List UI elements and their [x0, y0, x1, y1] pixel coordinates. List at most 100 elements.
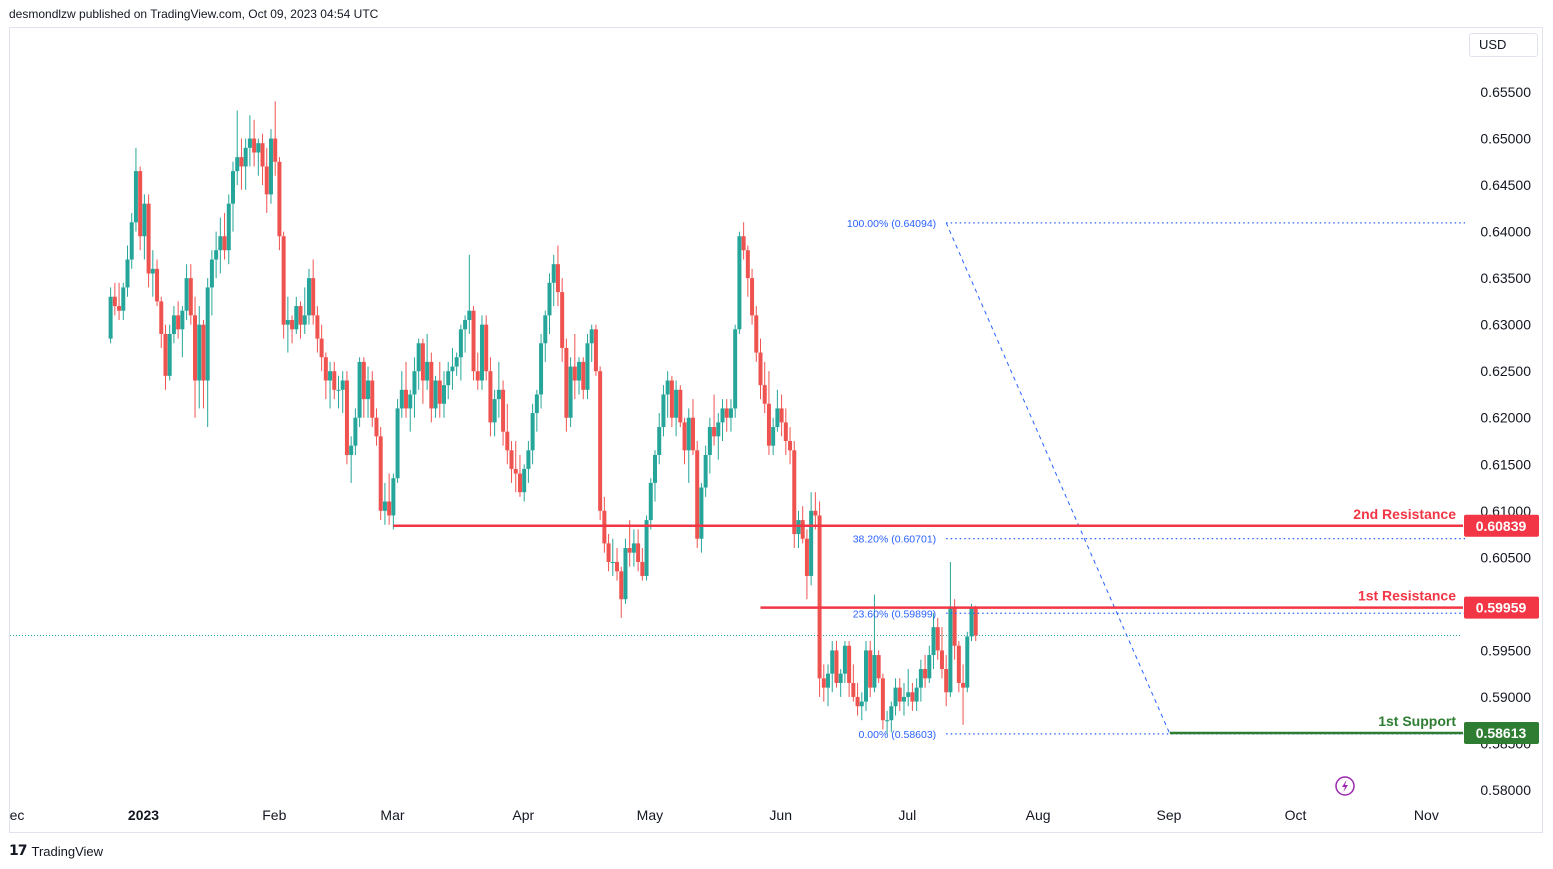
candle-body: [382, 501, 387, 511]
candle: [619, 566, 624, 618]
fib-level-label: 100.00% (0.64094): [847, 218, 936, 230]
candle: [695, 441, 700, 549]
candle-body: [298, 306, 303, 325]
candle: [690, 399, 695, 455]
candle: [382, 482, 387, 525]
candle: [332, 361, 337, 400]
fib-trend-line[interactable]: [945, 222, 1171, 735]
candle: [923, 655, 928, 688]
candle: [758, 338, 763, 400]
candle: [864, 641, 868, 711]
candle: [467, 254, 472, 334]
y-tick-label: 0.65000: [1480, 131, 1531, 147]
candle-body: [792, 450, 797, 535]
support-resistance-levels[interactable]: 2nd Resistance 0.60839 1st Resistance 0.599…: [393, 506, 1539, 744]
candle: [437, 361, 442, 418]
candle: [783, 408, 788, 455]
candle: [826, 664, 831, 707]
candle: [159, 296, 164, 348]
candle: [235, 110, 240, 186]
candle: [555, 245, 560, 307]
candle: [252, 119, 257, 167]
chart-overlays: [1335, 776, 1355, 796]
candle: [648, 478, 653, 530]
candle-body: [728, 408, 733, 418]
candle-body: [150, 268, 155, 274]
candle: [965, 631, 970, 693]
candle-body: [517, 473, 522, 493]
candle-body: [239, 157, 244, 167]
candle-body: [965, 636, 970, 688]
candle: [741, 222, 746, 260]
candle: [344, 371, 349, 465]
candle: [914, 678, 919, 711]
candle-body: [661, 394, 666, 428]
level-1st-support[interactable]: 1st Support 0.58613: [1169, 713, 1539, 744]
candle: [750, 268, 755, 325]
candle-body: [745, 250, 750, 279]
lightning-icon[interactable]: [1335, 776, 1355, 796]
fibonacci-retracement[interactable]: 100.00% (0.64094) 38.20% (0.60701) 23.60% …: [847, 218, 1465, 741]
candle-body: [125, 259, 130, 288]
candle: [838, 669, 843, 697]
candle-body: [598, 371, 603, 511]
candle: [906, 669, 911, 707]
candle: [404, 361, 409, 418]
candle-body: [712, 427, 717, 437]
candle: [948, 561, 953, 697]
candle-body: [488, 371, 493, 423]
candle-body: [188, 278, 193, 316]
candle-body: [914, 687, 919, 702]
candle-body: [859, 701, 864, 707]
candle-body: [754, 315, 759, 353]
candle-body: [306, 278, 311, 316]
candle: [766, 371, 771, 455]
candle-body: [526, 450, 531, 469]
candle-body: [214, 250, 219, 260]
candle-body: [973, 608, 978, 636]
candle: [471, 306, 476, 381]
candle: [395, 399, 400, 483]
candle-body: [788, 441, 793, 451]
candle-body: [501, 389, 506, 432]
candles: [108, 101, 978, 735]
y-tick-label: 0.61500: [1480, 456, 1531, 472]
candle: [214, 231, 219, 279]
candle-body: [939, 650, 944, 670]
candle: [302, 287, 307, 334]
level-2nd-resistance[interactable]: 2nd Resistance 0.60839: [393, 506, 1539, 537]
candle: [488, 357, 493, 437]
candle: [627, 520, 632, 567]
candle-body: [492, 399, 497, 423]
candle: [193, 296, 198, 418]
candle: [707, 417, 712, 474]
candle-body: [353, 417, 358, 446]
candle-body: [606, 543, 611, 562]
candle: [201, 320, 206, 409]
candle-body: [568, 366, 573, 418]
candle: [353, 408, 358, 455]
candle: [699, 482, 704, 553]
candle-body: [467, 310, 472, 321]
candle-body: [193, 315, 198, 381]
candle-body: [315, 315, 320, 339]
candle: [631, 529, 636, 567]
candle: [328, 361, 333, 409]
candle: [479, 315, 484, 390]
y-tick-label: 0.63500: [1480, 270, 1531, 286]
candle: [817, 501, 822, 697]
candle-body: [180, 310, 185, 330]
candle-body: [918, 669, 923, 688]
candle-body: [872, 655, 877, 688]
price-tag-label: 0.58613: [1476, 725, 1527, 741]
candle: [184, 264, 189, 321]
candle-body: [252, 138, 257, 153]
candle-body: [577, 361, 582, 381]
candle-body: [302, 315, 307, 325]
currency-selector[interactable]: USD: [1469, 33, 1538, 57]
level-1st-resistance[interactable]: 1st Resistance 0.59959: [760, 588, 1540, 619]
candle: [712, 394, 717, 446]
footer-brand[interactable]: 17 TradingView: [9, 843, 103, 859]
footer-brand-label: TradingView: [31, 843, 104, 859]
